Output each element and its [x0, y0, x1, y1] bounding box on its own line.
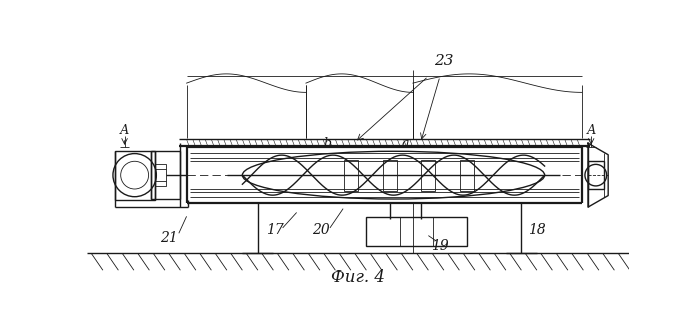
Text: 21: 21	[160, 231, 178, 245]
Text: 23: 23	[434, 54, 454, 68]
Bar	[151, 151, 180, 199]
Text: b: b	[324, 137, 331, 150]
Bar	[382, 160, 396, 191]
Text: a: a	[401, 137, 409, 150]
Text: Фиг. 4: Фиг. 4	[331, 269, 385, 286]
Bar	[366, 217, 467, 246]
Text: А: А	[586, 124, 596, 137]
Bar	[460, 160, 474, 191]
Bar	[115, 150, 154, 200]
Bar	[588, 161, 603, 189]
Bar	[344, 160, 358, 191]
Text: А: А	[120, 124, 129, 137]
Text: 18: 18	[528, 223, 546, 237]
Text: 20: 20	[312, 223, 331, 237]
Bar	[421, 160, 435, 191]
Text: 17: 17	[266, 223, 284, 237]
Bar	[154, 164, 166, 186]
Text: 19: 19	[431, 239, 449, 252]
